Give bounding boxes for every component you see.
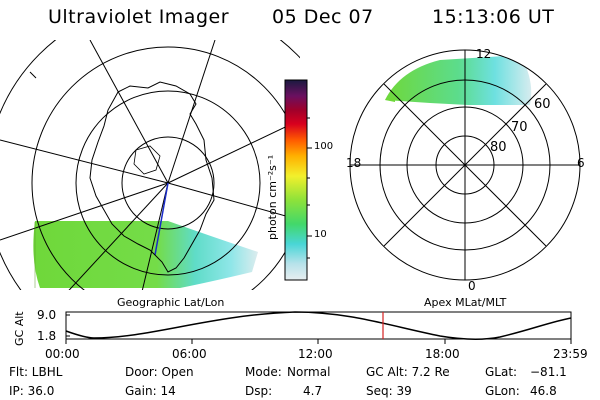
glat-label: GLat:: [485, 365, 518, 379]
mlat-label-80: 80: [490, 140, 507, 155]
date-label: 05 Dec 07: [272, 6, 374, 28]
altitude-plot: [65, 311, 572, 344]
aurora-band-left: [33, 221, 259, 288]
altitude-ytick-low: 1.8: [37, 329, 57, 343]
dsp-value: 4.7: [303, 384, 323, 398]
colorbar-tick-10: 10: [314, 229, 327, 240]
glon-label: GLon:: [485, 384, 520, 398]
geographic-caption: Geographic Lat/Lon: [117, 296, 225, 309]
mlt-label-18: 18: [346, 156, 362, 170]
mlat-label-60: 60: [534, 97, 551, 112]
altitude-xtick-1800: 18:00: [425, 347, 460, 361]
instrument-title: Ultraviolet Imager: [48, 6, 230, 28]
altitude-ylabel: GC Alt: [13, 311, 26, 346]
apex-caption: Apex MLat/MLT: [424, 296, 507, 309]
door-value: Door: Open: [125, 365, 194, 379]
colorbar-tick-100: 100: [314, 141, 334, 152]
ip-value: IP: 36.0: [9, 384, 55, 398]
mode-value: Normal: [287, 365, 331, 379]
altitude-xtick-0000: 00:00: [45, 347, 80, 361]
mlt-label-0: 0: [468, 279, 476, 293]
gc-alt-value: GC Alt: 7.2 Re: [366, 365, 450, 379]
mode-label: Mode:: [245, 365, 282, 379]
altitude-curve: [65, 311, 572, 340]
geographic-map: [0, 40, 300, 290]
colorbar-unit: photon cm⁻²s⁻¹: [266, 154, 279, 240]
seq-value: Seq: 39: [366, 384, 412, 398]
continent-outline: [89, 81, 215, 273]
altitude-xtick-0600: 06:00: [172, 347, 207, 361]
glat-value: −81.1: [530, 365, 567, 379]
mlat-label-70: 70: [511, 120, 528, 135]
gain-value: Gain: 14: [125, 384, 176, 398]
apex-polar-map: [349, 49, 581, 281]
altitude-xtick-2359: 23:59: [553, 347, 588, 361]
colorbar: [284, 79, 308, 281]
mlt-label-6: 6: [577, 156, 585, 170]
glon-value: 46.8: [530, 384, 557, 398]
dsp-label: Dsp:: [245, 384, 273, 398]
mlt-label-12: 12: [476, 47, 492, 61]
time-label: 15:13:06 UT: [432, 6, 555, 28]
filter-value: Flt: LBHL: [9, 365, 63, 379]
altitude-ytick-high: 9.0: [37, 308, 57, 322]
altitude-xtick-1200: 12:00: [298, 347, 333, 361]
